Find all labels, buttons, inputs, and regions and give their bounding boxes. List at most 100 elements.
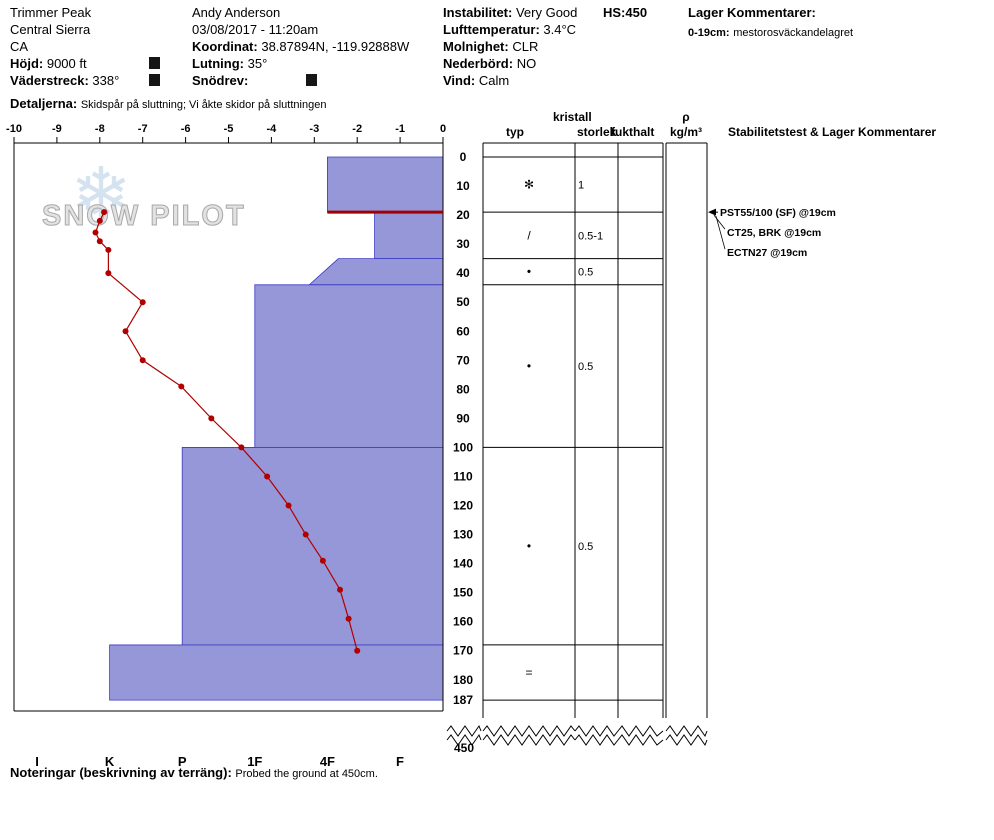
- temperature-point: [354, 647, 361, 654]
- precip-value: NO: [516, 56, 537, 71]
- test-connector-line: [715, 216, 726, 250]
- temperature-point: [319, 557, 326, 564]
- temp-tick-label: -4: [267, 123, 278, 135]
- temp-tick-label: -9: [52, 123, 62, 135]
- temperature-point: [92, 229, 99, 236]
- temperature-point: [96, 217, 103, 224]
- snow-layer-44-100cm: [254, 284, 444, 448]
- temperature-point: [345, 615, 352, 622]
- hardness-axis-label: F: [396, 754, 404, 769]
- depth-tick-label: 110: [453, 469, 473, 483]
- grain-type-symbol: •: [527, 359, 531, 373]
- sky-value: CLR: [512, 39, 539, 54]
- temperature-point: [139, 357, 146, 364]
- sky-label: Molnighet:: [443, 39, 509, 54]
- airtemp-value: 3.4°C: [543, 22, 577, 37]
- scale-break-zigzag: [574, 734, 619, 746]
- grain-size-value: 1: [578, 180, 584, 192]
- grain-type-symbol: •: [527, 539, 531, 553]
- layer-comment-range: 0-19cm:: [688, 27, 730, 39]
- layer-comment-text: mestorosväckandelagret: [733, 27, 854, 39]
- depth-tick-label: 180: [453, 673, 473, 687]
- instability-value: Very Good: [515, 5, 578, 20]
- snow-layer-168-187cm: [109, 644, 444, 701]
- depth-tick-label: 150: [453, 586, 473, 600]
- temperature-point: [337, 586, 344, 593]
- glyph-box-icon: [149, 74, 160, 86]
- snow-layer-100-168cm: [181, 447, 444, 646]
- hardness-axis-label: I: [35, 754, 39, 769]
- col-header-density-1: ρ: [682, 110, 689, 124]
- temperature-point: [178, 383, 185, 390]
- depth-tick-label: 130: [453, 528, 473, 542]
- stability-test-result: PST55/100 (SF) @19cm: [720, 207, 836, 219]
- layer-comments-title: Lager Kommentarer:: [688, 5, 816, 20]
- precip-label: Nederbörd:: [443, 56, 514, 71]
- snow-height-block: HS:450: [603, 4, 647, 21]
- temperature-point: [302, 531, 309, 538]
- depth-tick-label: 60: [456, 324, 470, 338]
- grain-size-value: 0.5-1: [578, 230, 603, 242]
- temperature-point: [139, 299, 146, 306]
- depth-tick-label: 170: [453, 644, 473, 658]
- snow-layer-35-44cm: [308, 258, 444, 286]
- temp-tick-label: -2: [352, 123, 362, 135]
- depth-tick-label: 140: [453, 557, 473, 571]
- scale-break-zigzag: [665, 734, 708, 747]
- temperature-point: [122, 328, 129, 335]
- glyph-box-icon: [149, 57, 160, 69]
- depth-tick-label: 120: [453, 499, 473, 513]
- site-info-block: Trimmer Peak Central Sierra CA Höjd: 900…: [10, 4, 119, 89]
- hs-label: HS:: [603, 5, 626, 20]
- temp-tick-label: -3: [309, 123, 319, 135]
- temperature-point: [105, 270, 112, 277]
- wind-label: Vind:: [443, 73, 476, 88]
- details-block: Detaljerna: Skidspår på sluttning; Vi åk…: [10, 95, 326, 114]
- depth-tick-label: 50: [456, 295, 470, 309]
- temp-tick-label: -7: [138, 123, 148, 135]
- temperature-point: [96, 238, 103, 245]
- temp-tick-label: -6: [181, 123, 191, 135]
- col-header-moisture: fukthalt: [611, 125, 654, 139]
- hs-value: 450: [625, 5, 648, 20]
- hardness-axis-label: 1F: [247, 754, 262, 769]
- notes-label: Noteringar (beskrivning av terräng):: [10, 765, 232, 780]
- total-depth-label: 450: [454, 741, 474, 755]
- slope-value: 35°: [247, 56, 268, 71]
- conditions-info-block: Instabilitet: Very Good Lufttemperatur: …: [443, 4, 577, 89]
- hardness-axis-label: K: [105, 754, 115, 769]
- col-header-crystal-2: storlek: [577, 125, 617, 139]
- site-name: Trimmer Peak: [10, 5, 92, 20]
- scale-break-zigzag: [482, 734, 576, 746]
- depth-tick-label: 160: [453, 615, 473, 629]
- grain-type-symbol: ✻: [524, 178, 534, 192]
- depth-tick-label: 40: [456, 266, 470, 280]
- scale-break-zigzag: [446, 724, 482, 737]
- observer-name: Andy Anderson: [192, 5, 281, 20]
- site-region: Central Sierra: [10, 22, 91, 37]
- elevation-value: 9000 ft: [46, 56, 87, 71]
- temp-tick-label: -8: [95, 123, 105, 135]
- depth-tick-label: 30: [456, 237, 470, 251]
- slope-label: Lutning:: [192, 56, 244, 71]
- scale-break-zigzag: [617, 734, 664, 746]
- test-arrow-head: [708, 208, 716, 216]
- aspect-value: 338°: [92, 73, 120, 88]
- col-header-crystal-1: kristall: [553, 110, 592, 124]
- grain-size-value: 0.5: [578, 541, 593, 553]
- layer-comments-block: Lager Kommentarer: 0-19cm: mestorosväcka…: [688, 4, 853, 40]
- instability-label: Instabilitet:: [443, 5, 513, 20]
- temperature-point: [105, 246, 112, 253]
- depth-tick-label: 70: [456, 353, 470, 367]
- scale-break-zigzag: [574, 725, 619, 737]
- grain-type-symbol: =: [525, 666, 532, 680]
- observation-datetime: 03/08/2017 - 11:20am: [192, 22, 319, 37]
- depth-tick-label: 0: [460, 150, 467, 164]
- observer-info-block: Andy Anderson 03/08/2017 - 11:20am Koord…: [192, 4, 409, 89]
- scale-break-zigzag: [617, 725, 664, 737]
- details-label: Detaljerna:: [10, 96, 78, 111]
- col-header-type: typ: [506, 125, 524, 139]
- grain-size-value: 0.5: [578, 361, 593, 373]
- notes-block: Noteringar (beskrivning av terräng): Pro…: [10, 764, 378, 783]
